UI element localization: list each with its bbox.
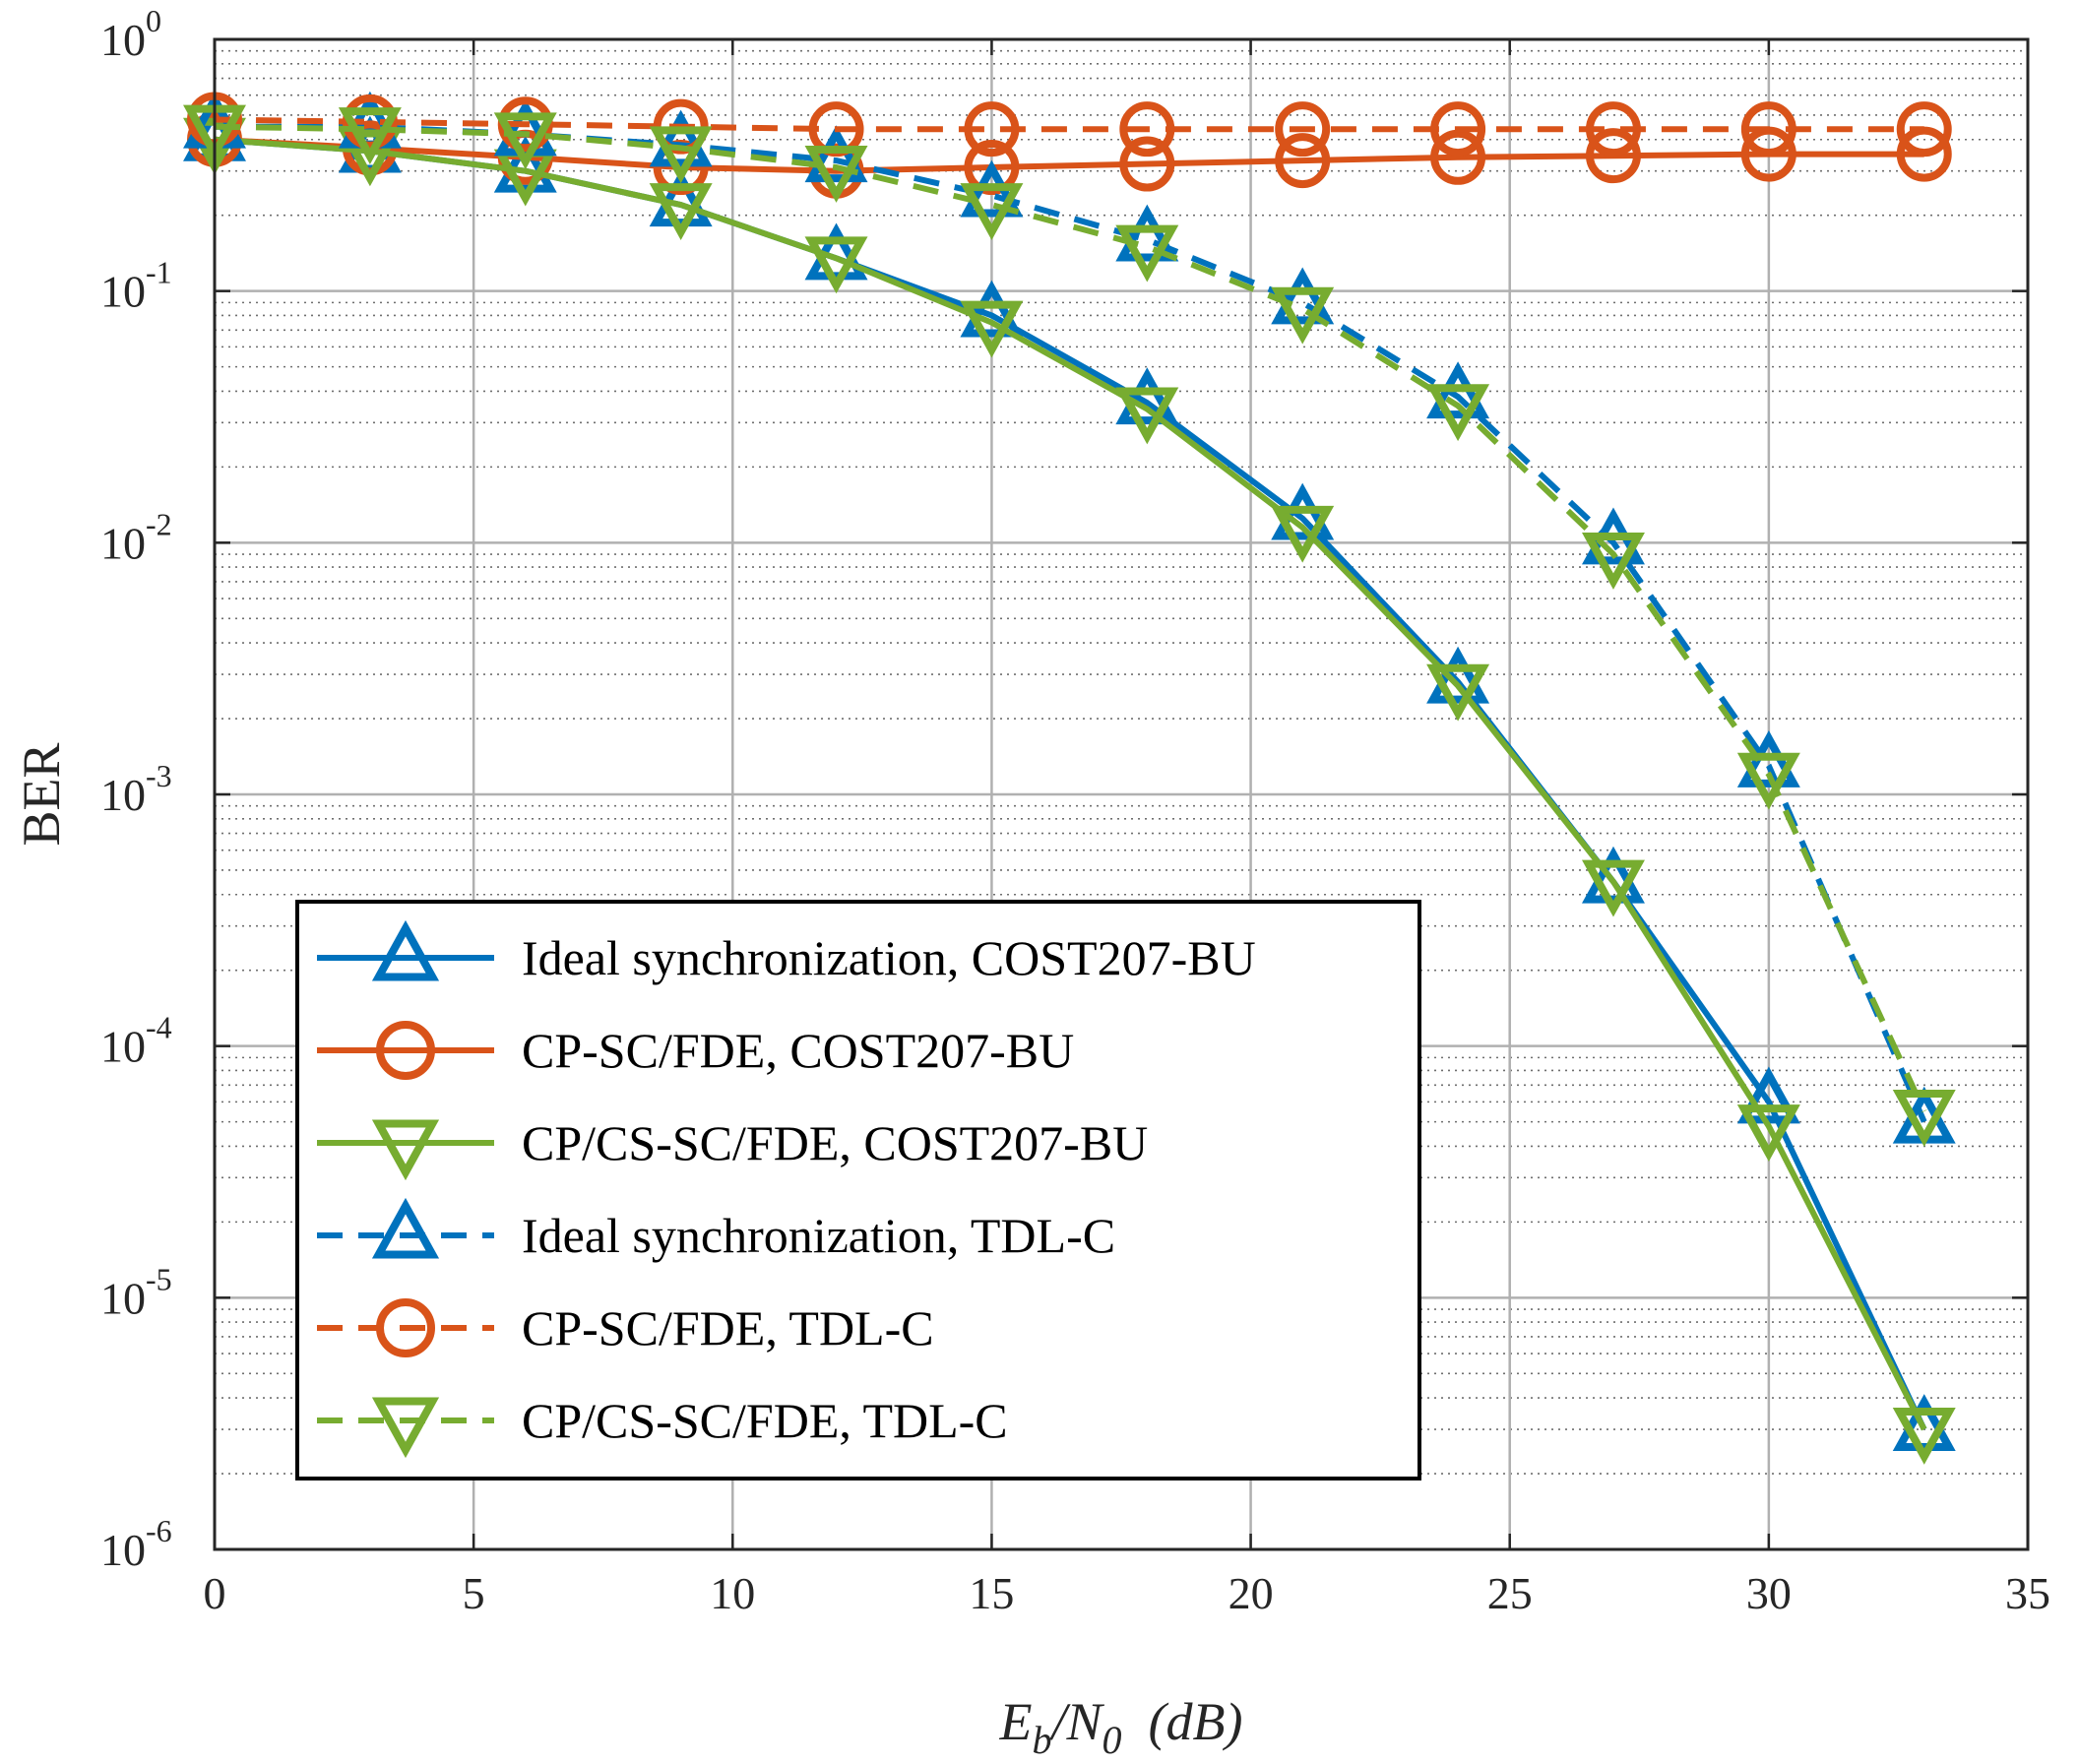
x-label-units: (dB) [1122,1692,1243,1751]
marker-triangle-up [1426,361,1490,419]
series-line [214,123,1927,1113]
marker-circle [1585,128,1641,184]
x-label-e: E [999,1692,1033,1751]
marker-triangle-down [649,126,713,184]
marker-triangle-down [338,129,402,187]
series-2 [183,117,1956,1465]
marker-triangle-up [1271,267,1335,325]
marker-triangle-down [1271,286,1335,345]
marker-triangle-down [1271,505,1335,563]
marker-circle [1275,101,1331,158]
marker-circle [1740,101,1796,158]
x-label-sub-0: 0 [1102,1718,1122,1762]
marker-triangle-down [1581,859,1645,917]
marker-triangle-up [493,98,557,157]
x-tick-label: 35 [2005,1568,2050,1618]
marker-triangle-down [1736,752,1800,810]
x-tick-label: 10 [710,1568,755,1618]
series-line [215,123,1927,1123]
marker-triangle-down [338,107,402,165]
x-tick-label: 15 [969,1568,1014,1618]
y-tick-label: 10-5 [100,1261,172,1323]
marker-triangle-up [1115,367,1179,425]
series-layer [183,91,1956,1465]
legend-item: CP/CS-SC/FDE, TDL-C [317,1393,1008,1459]
x-tick-label: 20 [1228,1568,1274,1618]
y-tick-label: 10-1 [100,255,172,317]
series-line [214,136,1927,1431]
marker-triangle-down [1736,1104,1800,1163]
legend: Ideal synchronization, COST207-BU CP-SC/F… [295,900,1421,1480]
legend-label: Ideal synchronization, COST207-BU [522,930,1256,985]
x-tick-label: 0 [204,1568,226,1618]
marker-triangle-down [1581,533,1645,590]
marker-circle [1119,101,1175,158]
legend-item: Ideal synchronization, COST207-BU [317,919,1256,985]
legend-item: Ideal synchronization, TDL-C [317,1197,1115,1263]
y-tick-label: 100 [100,3,161,65]
legend-item: CP/CS-SC/FDE, COST207-BU [317,1115,1148,1181]
tick-layer: 0 5 10 15 20 25 30 35 100 10-1 10-2 10-3 10-4 10-5 10-… [100,3,2050,1618]
marker-triangle-down [960,300,1024,358]
marker-triangle-down [1115,387,1179,445]
marker-triangle-down [1426,663,1490,722]
legend-label: CP/CS-SC/FDE, TDL-C [522,1393,1008,1448]
marker-triangle-up [960,280,1024,338]
series-5 [183,104,1956,1147]
marker-triangle-down [1426,384,1490,442]
marker-circle [342,94,398,150]
legend-item: CP-SC/FDE, COST207-BU [317,1021,1074,1080]
legend-label: CP-SC/FDE, TDL-C [522,1300,934,1355]
marker-triangle-down [1115,224,1179,283]
marker-triangle-down [371,1119,440,1181]
x-label-sub-b: b [1033,1718,1052,1762]
marker-triangle-down [804,236,868,294]
legend-label: Ideal synchronization, TDL-C [522,1208,1115,1263]
x-label-n: /N [1049,1692,1105,1751]
marker-triangle-up [1115,204,1179,262]
y-tick-label: 10-3 [100,758,172,820]
marker-triangle-down [1892,1408,1956,1465]
marker-triangle-up [493,135,557,193]
marker-triangle-down [493,112,557,170]
marker-circle [1119,136,1175,192]
legend-box [295,900,1421,1480]
x-tick-label: 25 [1487,1568,1533,1618]
marker-circle [1430,129,1486,185]
x-tick-label: 30 [1746,1568,1792,1618]
marker-triangle-up [1581,846,1645,904]
legend-label: CP/CS-SC/FDE, COST207-BU [522,1115,1148,1170]
marker-triangle-up [649,109,713,167]
marker-triangle-down [804,146,868,203]
y-tick-label: 10-2 [100,506,172,568]
x-axis-label: Eb/N0 (dB) [999,1692,1243,1762]
marker-circle [1896,126,1952,182]
marker-triangle-up [1736,1066,1800,1124]
y-axis-label: BER [12,742,71,846]
marker-circle [1430,101,1486,158]
x-tick-label: 5 [463,1568,485,1618]
marker-triangle-down [649,183,713,240]
y-tick-label: 10-4 [100,1010,172,1072]
marker-triangle-up [371,919,440,981]
marker-triangle-down [960,183,1024,240]
marker-circle [376,1298,435,1357]
marker-circle [1585,101,1641,158]
legend-item: CP-SC/FDE, TDL-C [317,1298,934,1357]
marker-circle [1275,133,1331,189]
marker-circle [964,101,1020,158]
marker-triangle-down [1892,1090,1956,1147]
marker-circle [376,1021,435,1080]
legend-label: CP-SC/FDE, COST207-BU [522,1023,1074,1078]
marker-triangle-up [371,1197,440,1259]
y-tick-label: 10-6 [100,1513,172,1575]
marker-circle [1896,101,1952,158]
marker-triangle-up [804,125,868,183]
marker-triangle-up [1892,1394,1956,1452]
marker-triangle-down [371,1397,440,1459]
